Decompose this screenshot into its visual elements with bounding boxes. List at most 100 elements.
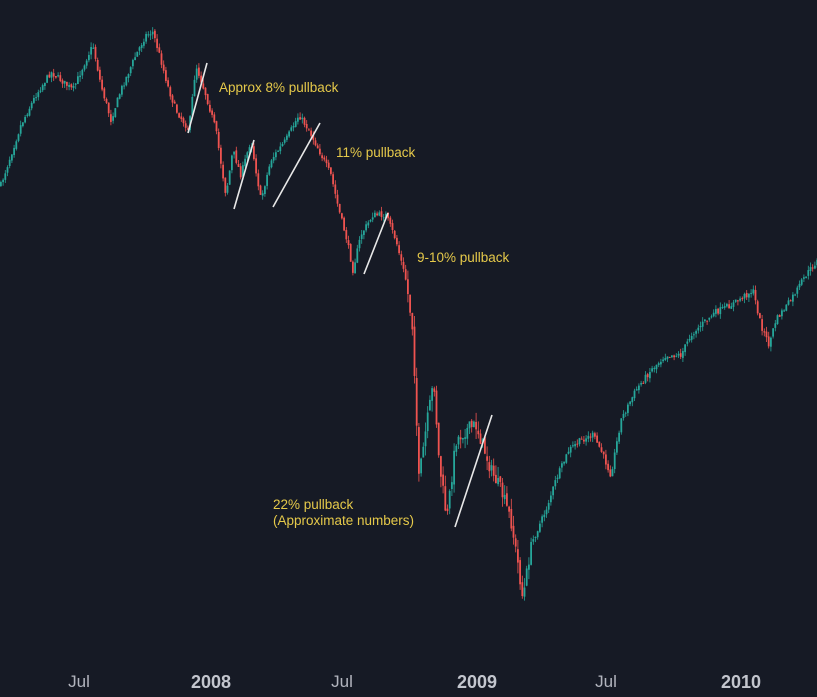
candle	[686, 341, 689, 344]
candle	[710, 316, 713, 318]
candle	[147, 34, 150, 36]
candle	[679, 353, 682, 357]
candle	[151, 31, 154, 35]
candle	[70, 84, 73, 88]
candle	[156, 38, 158, 48]
candle	[633, 390, 636, 399]
candle	[510, 508, 513, 529]
candle	[697, 327, 700, 331]
candle	[587, 435, 590, 439]
candle	[319, 148, 321, 155]
annotation-label[interactable]: 11% pullback	[336, 145, 416, 160]
candle	[266, 174, 268, 186]
candle	[431, 388, 433, 401]
annotation-label[interactable]: 9-10% pullback	[417, 250, 510, 265]
candle	[140, 45, 143, 48]
candle	[26, 114, 29, 116]
candle	[640, 383, 642, 385]
candle	[717, 308, 719, 314]
candle	[668, 356, 671, 358]
candle	[244, 158, 246, 167]
candle	[246, 152, 249, 159]
candle	[74, 83, 77, 85]
trendline[interactable]	[363, 212, 389, 275]
candle	[123, 85, 125, 87]
candle	[305, 123, 308, 129]
candle	[180, 116, 183, 120]
candle	[622, 413, 625, 419]
candle	[94, 46, 97, 59]
candle	[349, 244, 352, 262]
candle	[671, 355, 673, 358]
candle	[92, 47, 95, 49]
candle	[741, 298, 744, 300]
candle	[279, 146, 282, 152]
candle	[490, 465, 493, 471]
candle	[583, 439, 585, 442]
candle	[552, 486, 554, 496]
candle	[101, 79, 103, 90]
candle	[475, 421, 477, 430]
candle	[594, 433, 596, 437]
candle	[374, 212, 376, 218]
candle	[44, 82, 46, 87]
candle	[327, 162, 330, 168]
candle	[81, 69, 84, 76]
candle	[193, 79, 196, 97]
candle	[743, 293, 746, 299]
candle	[114, 108, 117, 118]
candle	[125, 76, 128, 86]
candle	[228, 170, 231, 185]
candle	[613, 452, 616, 470]
candle	[55, 76, 57, 78]
candle	[173, 101, 176, 104]
trendline[interactable]	[454, 414, 493, 528]
candle	[602, 451, 605, 455]
annotation-label[interactable]: 22% pullback (Approximate numbers)	[273, 497, 415, 528]
candle	[321, 155, 323, 159]
candle	[457, 436, 460, 445]
trendline[interactable]	[272, 122, 321, 208]
candle	[732, 302, 735, 307]
candle	[162, 64, 165, 71]
candle	[706, 320, 708, 322]
candle	[704, 319, 706, 322]
candle	[79, 75, 81, 78]
candle	[662, 359, 664, 362]
candle	[202, 83, 205, 89]
candle	[303, 117, 306, 125]
candle	[484, 436, 486, 454]
candle	[682, 350, 684, 358]
candle	[253, 146, 255, 160]
annotation-label[interactable]: Approx 8% pullback	[219, 80, 339, 95]
candle	[235, 150, 238, 163]
candle	[512, 525, 515, 538]
candle	[129, 67, 132, 74]
candle	[171, 95, 174, 103]
candle	[616, 441, 618, 453]
candle	[620, 418, 623, 433]
candle	[578, 438, 581, 445]
candle	[365, 224, 367, 231]
trendline[interactable]	[187, 62, 208, 134]
candle	[6, 167, 9, 173]
candle	[805, 276, 807, 278]
candle	[719, 307, 722, 315]
candle	[638, 385, 640, 391]
candle	[605, 454, 607, 465]
candle	[341, 213, 343, 219]
candle	[380, 211, 383, 217]
x-tick-label: 2008	[190, 672, 232, 692]
candle	[422, 446, 425, 458]
candle	[695, 331, 697, 334]
candle	[334, 184, 337, 194]
candle	[261, 193, 264, 196]
candle	[415, 378, 418, 426]
trendline[interactable]	[233, 139, 255, 210]
candle	[312, 134, 315, 140]
candle	[143, 41, 145, 46]
candle	[598, 441, 601, 447]
candle	[492, 465, 495, 476]
